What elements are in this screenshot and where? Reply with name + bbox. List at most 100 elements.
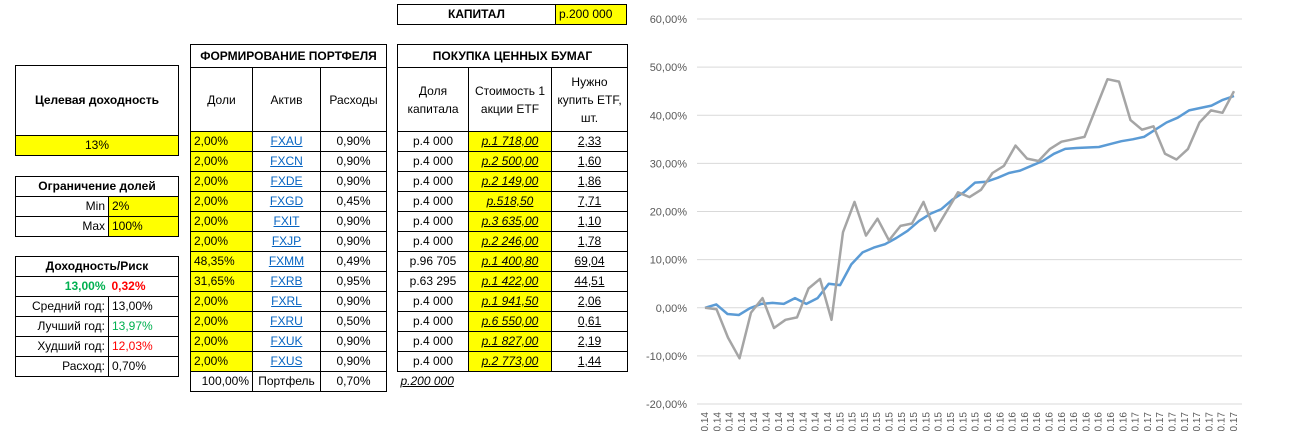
x-tick-label: 0.16 [1081, 412, 1092, 431]
purchase-price-cell[interactable]: р.2 500,00 [468, 151, 552, 172]
portfolio-asset-link[interactable]: FXIT [252, 211, 321, 232]
asset-link-text[interactable]: FXUS [270, 354, 303, 368]
portfolio-asset-link[interactable]: FXRU [252, 311, 321, 332]
col-header-capital-share: Доля капитала [397, 67, 469, 132]
min-value[interactable]: 2% [108, 196, 179, 217]
portfolio-total-fee: 0,70% [320, 371, 387, 392]
portfolio-asset-link[interactable]: FXDE [252, 171, 321, 192]
portfolio-share-cell[interactable]: 2,00% [190, 231, 253, 252]
portfolio-share-cell[interactable]: 2,00% [190, 331, 253, 352]
purchase-price-cell[interactable]: р.1 400,80 [468, 251, 552, 272]
purchase-capital-cell: р.4 000 [397, 311, 469, 332]
portfolio-share-cell[interactable]: 2,00% [190, 311, 253, 332]
purchase-total-spacer [469, 372, 552, 392]
best-year-value: 13,97% [108, 316, 179, 337]
purchase-qty-cell: 1,60 [551, 151, 628, 172]
purchase-capital-cell: р.4 000 [397, 331, 469, 352]
purchase-qty-cell: 44,51 [551, 271, 628, 292]
purchase-total-spacer-2 [552, 372, 628, 392]
x-tick-label: 0.17 [1131, 412, 1142, 431]
portfolio-share-cell[interactable]: 2,00% [190, 131, 253, 152]
x-tick-label: 0.15 [897, 412, 908, 431]
purchase-price-cell[interactable]: р.6 550,00 [468, 311, 552, 332]
x-tick-label: 0.15 [958, 412, 969, 431]
purchase-price-cell[interactable]: р.518,50 [468, 191, 552, 212]
purchase-price-cell[interactable]: р.1 422,00 [468, 271, 552, 292]
portfolio-total-label: Портфель [252, 371, 321, 392]
asset-link-text[interactable]: FXUK [270, 334, 303, 348]
return-value: 13,00% [15, 276, 109, 297]
portfolio-share-cell[interactable]: 31,65% [190, 271, 253, 292]
purchase-row: р.4 000 р.1 941,50 2,06 [397, 291, 628, 312]
x-tick-label: 0.14 [774, 412, 785, 431]
portfolio-asset-link[interactable]: FXRL [252, 291, 321, 312]
portfolio-fee-cell: 0,90% [320, 231, 387, 252]
portfolio-share-cell[interactable]: 2,00% [190, 171, 253, 192]
purchase-capital-cell: р.96 705 [397, 251, 469, 272]
purchase-price-cell[interactable]: р.1 827,00 [468, 331, 552, 352]
x-tick-label: 0.16 [1020, 412, 1031, 431]
x-tick-label: 0.15 [909, 412, 920, 431]
purchase-capital-cell: р.4 000 [397, 231, 469, 252]
purchase-price-cell[interactable]: р.1 941,50 [468, 291, 552, 312]
portfolio-asset-link[interactable]: FXMM [252, 251, 321, 272]
asset-link-text[interactable]: FXMM [268, 254, 305, 268]
portfolio-share-cell[interactable]: 2,00% [190, 211, 253, 232]
portfolio-asset-link[interactable]: FXUS [252, 351, 321, 372]
portfolio-share-cell[interactable]: 48,35% [190, 251, 253, 272]
purchase-price-cell[interactable]: р.2 149,00 [468, 171, 552, 192]
purchase-price-cell[interactable]: р.1 718,00 [468, 131, 552, 152]
x-tick-label: 0.17 [1180, 412, 1191, 431]
portfolio-row: 2,00% FXJP 0,90% [190, 231, 387, 252]
y-tick-label: 50,00% [650, 62, 688, 74]
portfolio-asset-link[interactable]: FXCN [252, 151, 321, 172]
purchase-price-cell[interactable]: р.3 635,00 [468, 211, 552, 232]
asset-link-text[interactable]: FXCN [270, 154, 303, 168]
y-tick-label: 30,00% [650, 158, 688, 170]
portfolio-asset-link[interactable]: FXJP [252, 231, 321, 252]
purchase-qty-cell: 1,86 [551, 171, 628, 192]
expense-label: Расход: [15, 356, 109, 377]
x-tick-label: 0.14 [737, 412, 748, 431]
x-tick-label: 0.17 [1204, 412, 1215, 431]
x-tick-label: 0.15 [885, 412, 896, 431]
portfolio-asset-link[interactable]: FXAU [252, 131, 321, 152]
portfolio-share-cell[interactable]: 2,00% [190, 351, 253, 372]
purchase-qty-cell: 0,61 [551, 311, 628, 332]
asset-link-text[interactable]: FXRL [271, 294, 302, 308]
x-tick-label: 0.16 [1057, 412, 1068, 431]
purchase-row: р.4 000 р.2 500,00 1,60 [397, 151, 628, 172]
y-tick-label: 20,00% [650, 207, 688, 219]
asset-link-text[interactable]: FXDE [270, 174, 303, 188]
portfolio-share-cell[interactable]: 2,00% [190, 191, 253, 212]
portfolio-share-cell[interactable]: 2,00% [190, 151, 253, 172]
max-value[interactable]: 100% [108, 216, 179, 237]
series-line-gray [704, 77, 1236, 360]
target-yield-value[interactable]: 13% [15, 135, 179, 156]
x-tick-label: 0.16 [1032, 412, 1043, 431]
series-line-blue [704, 94, 1235, 317]
asset-link-text[interactable]: FXRB [270, 274, 303, 288]
purchase-price-cell[interactable]: р.2 246,00 [468, 231, 552, 252]
asset-link-text[interactable]: FXGD [269, 194, 304, 208]
portfolio-asset-link[interactable]: FXGD [252, 191, 321, 212]
purchase-qty-cell: 1,78 [551, 231, 628, 252]
asset-link-text[interactable]: FXAU [270, 134, 303, 148]
portfolio-row: 2,00% FXCN 0,90% [190, 151, 387, 172]
portfolio-asset-link[interactable]: FXRB [252, 271, 321, 292]
asset-link-text[interactable]: FXRU [270, 314, 303, 328]
asset-link-text[interactable]: FXJP [271, 234, 302, 248]
asset-link-text[interactable]: FXIT [273, 214, 300, 228]
portfolio-row: 31,65% FXRB 0,95% [190, 271, 387, 292]
portfolio-share-cell[interactable]: 2,00% [190, 291, 253, 312]
purchase-capital-cell: р.4 000 [397, 211, 469, 232]
purchase-price-cell[interactable]: р.2 773,00 [468, 351, 552, 372]
portfolio-asset-link[interactable]: FXUK [252, 331, 321, 352]
portfolio-row: 2,00% FXAU 0,90% [190, 131, 387, 152]
x-tick-label: 0.14 [762, 412, 773, 431]
portfolio-fee-cell: 0,50% [320, 311, 387, 332]
x-tick-label: 0.15 [946, 412, 957, 431]
x-tick-label: 0.14 [823, 412, 834, 431]
capital-value[interactable]: р.200 000 [555, 4, 627, 25]
purchase-row: р.96 705 р.1 400,80 69,04 [397, 251, 628, 272]
